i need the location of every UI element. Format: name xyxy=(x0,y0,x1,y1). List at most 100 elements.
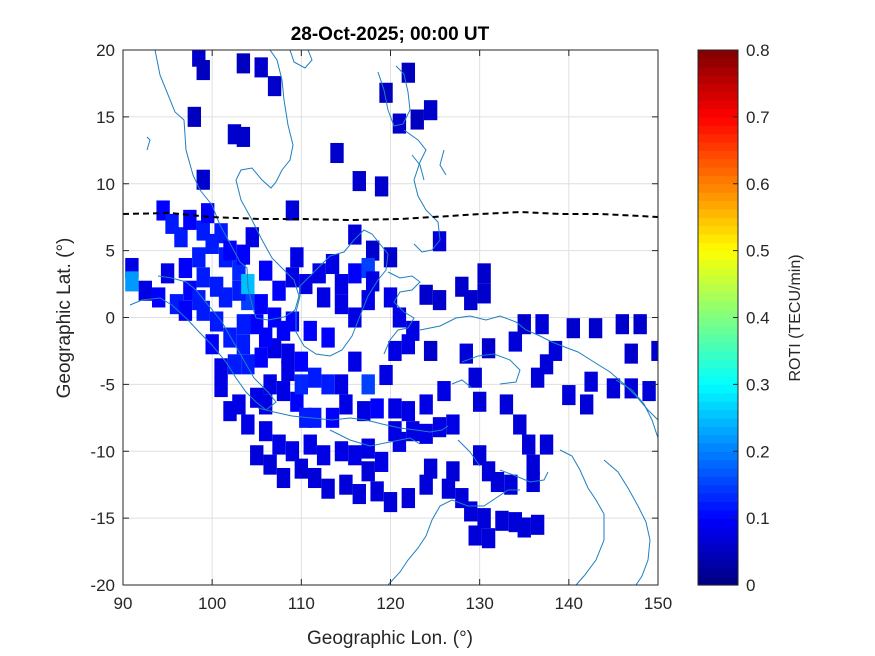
roti-cell xyxy=(321,327,335,348)
roti-cell xyxy=(348,445,362,466)
roti-cell xyxy=(254,57,268,78)
roti-cell xyxy=(535,314,549,335)
roti-cell xyxy=(258,421,273,442)
colorbar-segment xyxy=(698,284,738,294)
roti-cell xyxy=(236,126,251,147)
roti-cell xyxy=(517,517,531,538)
roti-cell xyxy=(348,263,362,284)
colorbar-segment xyxy=(698,217,738,227)
coastlines xyxy=(129,50,658,585)
colorbar-label: ROTI (TECU/min) xyxy=(787,254,804,381)
roti-cell xyxy=(303,434,317,455)
roti-cell xyxy=(214,223,228,244)
x-tick-label: 150 xyxy=(644,594,672,613)
roti-cell xyxy=(339,474,353,495)
roti-cell xyxy=(633,314,647,335)
y-tick-label: -15 xyxy=(90,509,115,528)
y-axis-label: Geographic Lat. (°) xyxy=(54,238,75,399)
roti-cell xyxy=(437,381,451,402)
roti-cell xyxy=(174,227,188,248)
roti-cell xyxy=(276,320,291,341)
colorbar-segment xyxy=(698,66,738,76)
roti-cell xyxy=(223,240,237,261)
colorbar-segment xyxy=(698,175,738,185)
colorbar-segment xyxy=(698,58,738,68)
roti-cell xyxy=(526,454,540,475)
colorbar-segment xyxy=(698,459,738,469)
roti-cell xyxy=(651,340,658,361)
roti-cell xyxy=(241,354,255,375)
roti-cell xyxy=(316,445,331,466)
y-tick-label: -5 xyxy=(100,375,115,394)
roti-cell xyxy=(383,287,398,308)
roti-cell xyxy=(312,263,326,284)
roti-cell xyxy=(254,347,268,368)
roti-cell xyxy=(468,367,482,388)
colorbar-segment xyxy=(698,401,738,411)
roti-cell xyxy=(348,351,362,372)
roti-cell xyxy=(285,441,300,462)
roti-cell xyxy=(370,398,384,419)
roti-cell xyxy=(588,318,603,339)
roti-cell xyxy=(530,514,545,535)
colorbar-segment xyxy=(698,258,738,268)
roti-cell xyxy=(258,260,273,281)
roti-cell xyxy=(236,334,251,355)
roti-cell xyxy=(584,371,598,392)
y-tick-label: 0 xyxy=(106,309,115,328)
roti-cell xyxy=(410,109,424,130)
roti-cell xyxy=(423,458,438,479)
roti-cell xyxy=(250,314,264,335)
colorbar-segment xyxy=(698,501,738,511)
roti-cell xyxy=(321,374,335,395)
roti-cell xyxy=(642,381,656,402)
colorbar-segment xyxy=(698,133,738,143)
colorbar-segment xyxy=(698,125,738,135)
colorbar-segment xyxy=(698,576,738,586)
roti-cell xyxy=(321,478,335,499)
roti-cell xyxy=(522,434,536,455)
colorbar-segment xyxy=(698,108,738,118)
colorbar-segment xyxy=(698,83,738,93)
roti-cell xyxy=(464,290,478,311)
roti-cell xyxy=(606,378,621,399)
roti-cell xyxy=(357,401,371,422)
roti-cell xyxy=(348,307,362,328)
colorbar-segment xyxy=(698,376,738,385)
roti-cell xyxy=(187,106,202,127)
roti-cell xyxy=(477,283,491,304)
chart-title: 28-Oct-2025; 00:00 UT xyxy=(291,24,490,45)
roti-cell xyxy=(178,257,193,279)
roti-cell xyxy=(294,374,309,395)
roti-cell xyxy=(196,60,210,81)
colorbar-segment xyxy=(698,275,738,285)
roti-cell xyxy=(352,484,366,505)
colorbar-tick-label: 0 xyxy=(746,576,755,595)
roti-cell xyxy=(250,445,264,466)
x-axis-ticks: 90 100 110 120 130 140 150 xyxy=(114,50,672,613)
roti-cell xyxy=(290,391,304,412)
roti-cell xyxy=(472,391,487,412)
roti-cell xyxy=(383,492,398,513)
colorbar-segment xyxy=(698,91,738,101)
colorbar-segment xyxy=(698,267,738,277)
colorbar-segment xyxy=(698,325,738,335)
roti-cell xyxy=(419,394,433,415)
colorbar-segment xyxy=(698,509,738,519)
roti-cell xyxy=(192,290,206,311)
colorbar-segment xyxy=(698,167,738,176)
roti-cell xyxy=(125,271,139,292)
roti-cell xyxy=(254,294,268,315)
roti-cell xyxy=(236,314,251,335)
colorbar-tick-label: 0.3 xyxy=(746,375,770,394)
roti-cell xyxy=(446,414,460,435)
roti-cell xyxy=(374,451,389,472)
roti-cell xyxy=(236,244,251,265)
roti-cell xyxy=(392,113,407,134)
x-tick-label: 110 xyxy=(288,594,315,613)
colorbar-segment xyxy=(698,451,738,461)
roti-cell xyxy=(374,176,389,197)
roti-cell xyxy=(579,394,594,415)
colorbar-segment xyxy=(698,434,738,444)
